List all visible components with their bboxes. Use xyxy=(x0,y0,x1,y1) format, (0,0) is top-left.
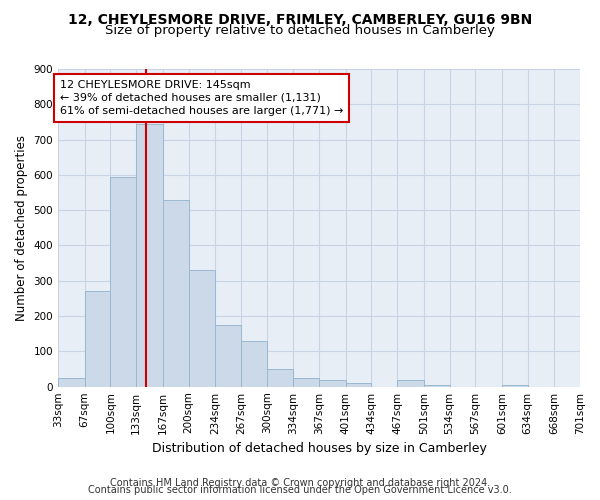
Bar xyxy=(346,383,371,386)
Text: Contains public sector information licensed under the Open Government Licence v3: Contains public sector information licen… xyxy=(88,485,512,495)
X-axis label: Distribution of detached houses by size in Camberley: Distribution of detached houses by size … xyxy=(152,442,487,455)
Bar xyxy=(293,378,319,386)
Bar xyxy=(215,325,241,386)
Bar xyxy=(319,380,346,386)
Bar xyxy=(266,369,293,386)
Bar xyxy=(502,385,527,386)
Bar xyxy=(188,270,215,386)
Bar xyxy=(85,292,110,386)
Bar xyxy=(163,200,188,386)
Text: Contains HM Land Registry data © Crown copyright and database right 2024.: Contains HM Land Registry data © Crown c… xyxy=(110,478,490,488)
Text: 12 CHEYLESMORE DRIVE: 145sqm
← 39% of detached houses are smaller (1,131)
61% of: 12 CHEYLESMORE DRIVE: 145sqm ← 39% of de… xyxy=(59,80,343,116)
Bar xyxy=(136,124,163,386)
Y-axis label: Number of detached properties: Number of detached properties xyxy=(15,135,28,321)
Bar xyxy=(241,341,266,386)
Bar xyxy=(58,378,85,386)
Bar xyxy=(424,385,449,386)
Text: 12, CHEYLESMORE DRIVE, FRIMLEY, CAMBERLEY, GU16 9BN: 12, CHEYLESMORE DRIVE, FRIMLEY, CAMBERLE… xyxy=(68,12,532,26)
Text: Size of property relative to detached houses in Camberley: Size of property relative to detached ho… xyxy=(105,24,495,37)
Bar xyxy=(110,176,136,386)
Bar xyxy=(397,380,424,386)
